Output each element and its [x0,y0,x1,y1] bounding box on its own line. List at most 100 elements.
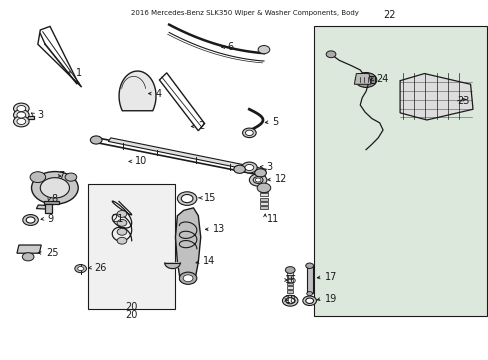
Ellipse shape [305,298,313,303]
Ellipse shape [117,220,126,226]
Bar [88,184,175,309]
Ellipse shape [253,177,263,183]
Ellipse shape [242,128,256,138]
Polygon shape [287,283,292,285]
Text: 8: 8 [51,194,58,203]
Ellipse shape [22,253,34,261]
Polygon shape [357,76,374,83]
Polygon shape [159,73,204,131]
Ellipse shape [40,178,69,198]
Text: 20: 20 [125,302,138,312]
Ellipse shape [177,192,197,205]
Text: 5: 5 [272,117,278,127]
Ellipse shape [282,295,297,306]
Ellipse shape [30,172,45,183]
Ellipse shape [17,118,26,125]
Ellipse shape [245,130,253,136]
Text: 21: 21 [111,213,123,224]
Text: 3: 3 [37,110,43,120]
Text: 17: 17 [324,272,336,282]
Ellipse shape [325,51,335,58]
Text: 12: 12 [274,174,286,184]
Ellipse shape [181,194,193,203]
Ellipse shape [75,265,86,273]
Polygon shape [45,204,52,213]
Ellipse shape [249,174,266,186]
Polygon shape [399,73,472,120]
Polygon shape [260,193,267,197]
Text: 22: 22 [383,10,395,20]
Ellipse shape [183,275,193,282]
Text: 13: 13 [212,224,224,234]
Polygon shape [164,263,180,269]
Polygon shape [94,137,263,176]
Polygon shape [44,201,59,204]
Polygon shape [306,266,312,293]
Ellipse shape [241,162,257,173]
Ellipse shape [302,296,316,306]
Text: 18: 18 [285,295,297,305]
Ellipse shape [90,136,102,144]
Ellipse shape [254,169,266,177]
Text: 9: 9 [47,213,54,224]
Polygon shape [260,198,267,201]
Text: 4: 4 [155,89,162,99]
Ellipse shape [179,272,197,284]
Text: 7: 7 [58,171,64,181]
Polygon shape [354,73,370,84]
Text: 2: 2 [198,121,204,131]
Text: 24: 24 [375,74,387,84]
Ellipse shape [117,211,126,217]
Polygon shape [287,286,292,289]
Text: 1: 1 [76,68,81,78]
Text: 14: 14 [203,256,215,266]
Text: 25: 25 [46,248,59,258]
Polygon shape [17,245,41,253]
Polygon shape [260,202,267,205]
Text: 16: 16 [285,275,297,285]
Polygon shape [260,206,267,209]
Polygon shape [15,116,34,118]
Ellipse shape [257,183,270,193]
Ellipse shape [258,46,269,54]
Text: 19: 19 [324,294,336,303]
Ellipse shape [255,178,261,182]
Ellipse shape [305,263,313,269]
Ellipse shape [78,266,83,271]
Ellipse shape [17,112,26,118]
Text: 2016 Mercedes-Benz SLK350 Wiper & Washer Components, Body: 2016 Mercedes-Benz SLK350 Wiper & Washer… [130,10,358,16]
Ellipse shape [244,165,253,171]
Ellipse shape [117,228,126,235]
Bar [313,26,486,316]
Text: 20: 20 [125,310,138,320]
Polygon shape [287,272,292,275]
Ellipse shape [14,109,29,120]
Polygon shape [287,279,292,282]
Ellipse shape [233,165,245,174]
Polygon shape [287,290,292,293]
Polygon shape [287,275,292,278]
Ellipse shape [23,215,38,225]
Polygon shape [260,189,267,192]
Polygon shape [119,71,156,111]
Text: 11: 11 [267,213,279,224]
Ellipse shape [17,105,26,112]
Text: 10: 10 [135,157,147,166]
Text: 15: 15 [203,193,216,203]
Text: 6: 6 [227,42,233,52]
Ellipse shape [355,72,376,87]
Polygon shape [108,138,266,173]
Polygon shape [36,205,52,209]
Polygon shape [38,26,81,87]
Ellipse shape [14,103,29,114]
Ellipse shape [14,116,29,127]
Ellipse shape [285,298,294,304]
Ellipse shape [117,237,126,244]
Text: 3: 3 [266,162,272,172]
Ellipse shape [65,173,77,181]
Text: 26: 26 [95,262,107,273]
Ellipse shape [306,292,312,296]
Ellipse shape [285,267,294,273]
Ellipse shape [31,172,78,204]
Polygon shape [175,208,201,284]
